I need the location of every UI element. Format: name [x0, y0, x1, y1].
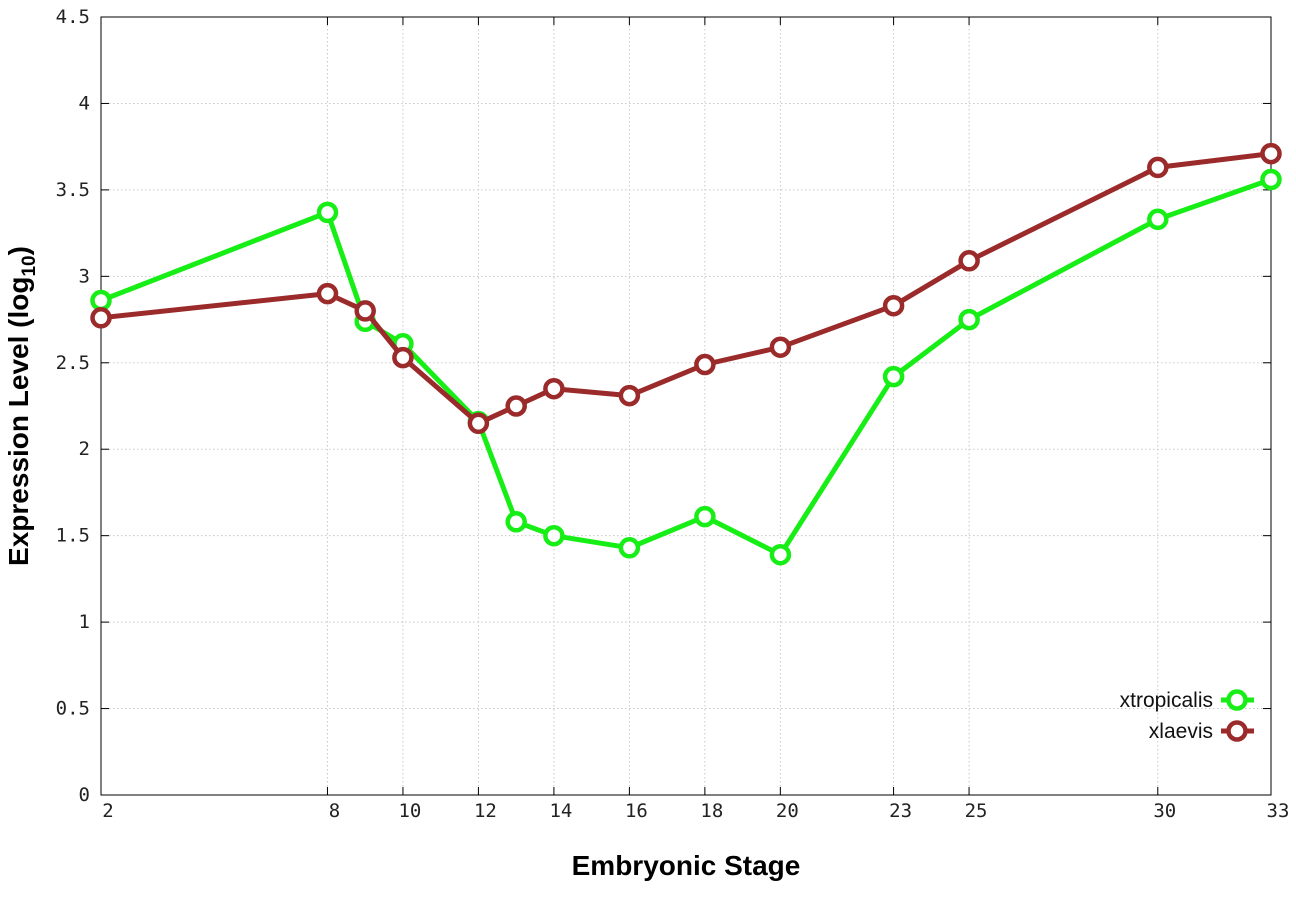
y-tick-label: 1.5: [56, 525, 90, 547]
data-point-xtropicalis: [882, 365, 905, 388]
series-xtropicalis: [90, 168, 1282, 566]
y-tick-label: 3: [79, 265, 90, 287]
x-tick-label: 8: [329, 800, 340, 822]
y-tick-label: 2: [79, 438, 90, 460]
y-axis-title-close: ): [3, 246, 34, 255]
y-axis-title-main: Expression Level (log: [3, 277, 34, 566]
y-tick-label: 0.5: [56, 698, 90, 720]
x-tick-label: 16: [625, 800, 648, 822]
data-point-xlaevis: [958, 250, 980, 272]
data-point-xtropicalis: [1147, 208, 1169, 231]
grid-lines: [101, 17, 1271, 795]
legend-marker-xlaevis: [1226, 720, 1248, 742]
data-point-xtropicalis: [958, 308, 980, 331]
legend-label-xlaevis: xlaevis: [1149, 720, 1213, 743]
data-point-xlaevis: [543, 377, 565, 400]
series-line-xtropicalis: [98, 177, 1274, 558]
y-tick-label: 4: [79, 92, 90, 114]
data-point-xlaevis: [392, 346, 414, 369]
data-point-xlaevis: [1147, 156, 1169, 179]
series-xlaevis: [90, 142, 1282, 435]
data-point-xtropicalis: [694, 505, 716, 528]
y-axis-title-subscript: 10: [19, 255, 40, 276]
data-point-xtropicalis: [316, 201, 339, 224]
x-axis-title: Embryonic Stage: [572, 850, 801, 881]
data-point-xtropicalis: [90, 289, 112, 312]
x-tick-label: 33: [1267, 800, 1290, 822]
legend: xtropicalis xlaevis: [1120, 689, 1254, 743]
x-tick-label: 12: [474, 800, 497, 822]
data-point-xlaevis: [694, 353, 716, 376]
x-tick-label: 10: [398, 800, 421, 822]
data-point-xlaevis: [505, 395, 527, 417]
legend-label-xtropicalis: xtropicalis: [1120, 689, 1213, 712]
y-tick-label: 3.5: [56, 179, 90, 201]
y-tick-label: 2.5: [56, 352, 90, 374]
data-point-xlaevis: [354, 300, 376, 322]
x-tick-label: 23: [889, 800, 912, 822]
x-tick-label: 18: [700, 800, 723, 822]
axis-ticks: [100, 16, 1272, 796]
data-point-xlaevis: [769, 336, 792, 358]
y-tick-label: 0: [79, 784, 90, 806]
series-line-xlaevis: [98, 151, 1274, 426]
tick-labels: 0 0.5 1 1.5 2 2.5 3 3.5 4 4.5 2 8 10 12 14 16 18 20 23 25 30…: [56, 6, 1290, 822]
y-tick-label: 4.5: [56, 6, 90, 28]
data-point-xlaevis: [90, 307, 112, 329]
legend-marker-xtropicalis: [1226, 689, 1248, 711]
x-tick-label: 25: [965, 800, 988, 822]
data-point-xlaevis: [882, 294, 905, 317]
data-point-xtropicalis: [769, 543, 792, 566]
x-tick-label: 30: [1153, 800, 1176, 822]
plot-frame: [100, 16, 1272, 796]
y-axis-title: Expression Level (log10): [3, 246, 40, 566]
x-tick-label: 14: [549, 800, 572, 822]
data-point-xtropicalis: [543, 524, 565, 547]
data-point-xtropicalis: [1260, 168, 1282, 191]
data-point-xtropicalis: [505, 511, 527, 533]
x-tick-label: 2: [102, 800, 113, 822]
data-series: [90, 142, 1282, 566]
y-tick-label: 1: [79, 611, 90, 633]
data-point-xlaevis: [467, 412, 490, 435]
data-point-xtropicalis: [618, 537, 641, 559]
data-point-xlaevis: [618, 384, 641, 407]
data-point-xlaevis: [316, 282, 339, 305]
data-point-xlaevis: [1260, 142, 1282, 165]
x-tick-label: 20: [776, 800, 799, 822]
